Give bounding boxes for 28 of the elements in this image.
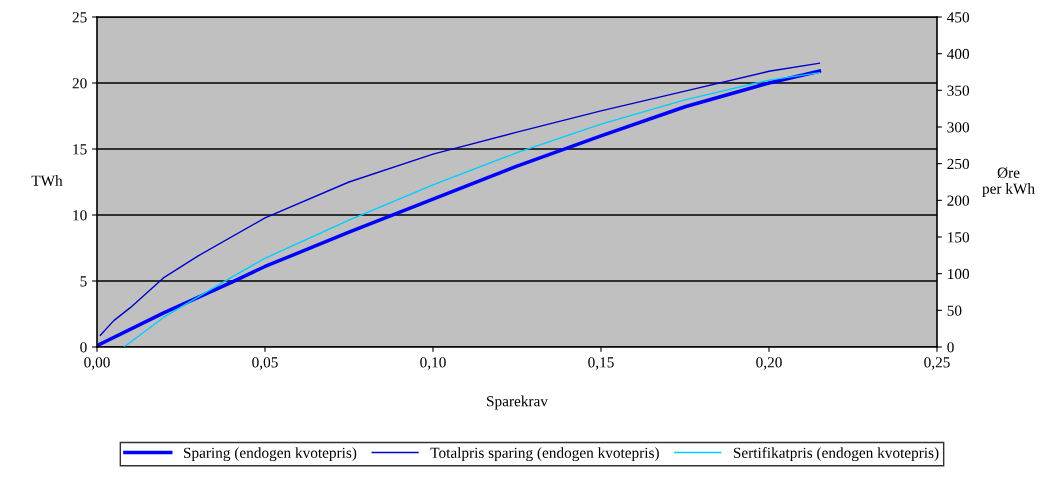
y2-tick-label: 0	[947, 342, 954, 353]
legend-label: Totalpris sparing (endogen kvotepris)	[430, 447, 659, 462]
x-tick-label: 0,15	[588, 357, 614, 370]
legend-label: Sparing (endogen kvotepris)	[183, 447, 357, 462]
y-tick-label: 25	[72, 12, 87, 23]
y2-tick-label: 250	[947, 158, 970, 170]
legend-label: Sertifikatpris (endogen kvotepris)	[733, 447, 939, 462]
y2-tick-label: 350	[947, 85, 970, 96]
y-tick-label: 0	[80, 342, 87, 353]
y2-tick-label: 300	[947, 122, 970, 133]
x-tick-label: 0,05	[252, 357, 278, 370]
y2-tick-label: 200	[947, 195, 970, 206]
y2-axis-title: Øre per kWh	[982, 167, 1035, 197]
y-axis-title: TWh	[31, 175, 63, 186]
x-tick-label: 0,00	[84, 357, 110, 370]
y-tick-label: 20	[72, 78, 87, 89]
x-tick-label: 0,20	[756, 357, 782, 370]
x-tick-label: 0,25	[924, 357, 950, 370]
y2-tick-label: 100	[948, 268, 970, 280]
x-tick-label: 0,10	[420, 357, 446, 370]
y2-tick-label: 450	[947, 12, 970, 23]
y2-tick-label: 50	[947, 305, 962, 316]
y2-tick-label: 150	[948, 232, 970, 243]
x-axis-title: Sparekrav	[487, 395, 548, 410]
y-tick-label: 10	[73, 210, 87, 221]
y-tick-label: 15	[73, 144, 87, 155]
y2-tick-label: 400	[947, 48, 970, 60]
y-tick-label: 5	[80, 276, 87, 287]
